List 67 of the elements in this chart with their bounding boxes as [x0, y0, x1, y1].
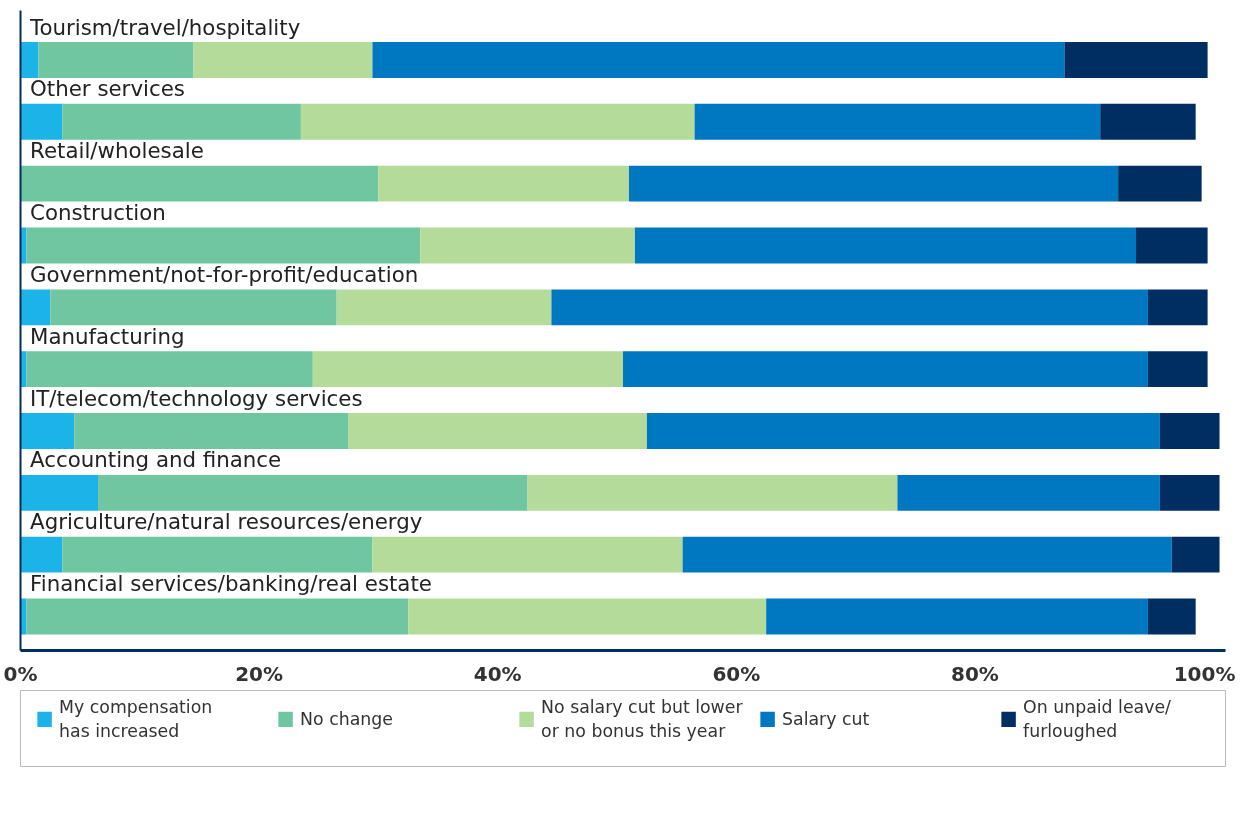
y-tick-label: IT/telecom/technology services [30, 385, 363, 411]
bar [20, 536, 63, 573]
bar [1159, 413, 1220, 449]
bar [634, 227, 1137, 264]
y-tick-label: Government/not-for-profit/education [30, 261, 419, 287]
y-tick-label: Agriculture/natural resources/energy [30, 509, 423, 535]
bar [1100, 103, 1196, 140]
y-tick-label: Tourism/travel/hospitality [29, 14, 301, 40]
bar [378, 165, 629, 202]
x-tick-label: 60% [712, 661, 761, 686]
bar [1147, 351, 1208, 388]
x-tick-label: 0% [3, 661, 38, 686]
x-tick-label: 40% [473, 661, 522, 686]
bar [62, 103, 301, 140]
bar [50, 289, 337, 326]
bar [20, 474, 99, 511]
bar [1171, 536, 1220, 573]
bar [312, 351, 623, 388]
legend-label: Salary cut [782, 709, 870, 730]
y-tick-label: Other services [30, 76, 185, 102]
bar [300, 103, 695, 140]
bar [20, 289, 51, 326]
bar [694, 103, 1101, 140]
bar [26, 598, 409, 635]
bar [551, 289, 1148, 326]
bar [348, 413, 647, 449]
bar [26, 227, 421, 264]
bar [336, 289, 552, 326]
legend-label: My compensation has increased [59, 697, 213, 742]
bar [193, 42, 373, 78]
bar [62, 536, 373, 573]
bar [1147, 598, 1196, 635]
bar [1064, 42, 1208, 78]
bar [372, 536, 683, 573]
y-tick-label: Manufacturing [30, 323, 185, 349]
bar [20, 413, 75, 449]
bar [38, 42, 194, 78]
bar [408, 598, 767, 635]
bar [20, 165, 379, 202]
legend-label: On unpaid leave/ furloughed [1023, 697, 1172, 742]
bar [1118, 165, 1202, 202]
bar [26, 351, 313, 388]
bar [682, 536, 1172, 573]
bar [527, 474, 898, 511]
y-tick-label: Financial services/banking/real estate [30, 571, 432, 597]
y-tick-label: Accounting and finance [30, 447, 282, 473]
bar [20, 42, 39, 78]
bar [628, 165, 1119, 202]
bar [646, 413, 1160, 449]
legend-label: No change [300, 709, 393, 730]
bar [74, 413, 349, 449]
bar [1159, 474, 1220, 511]
bar [623, 351, 1148, 388]
bar [766, 598, 1148, 635]
bar [98, 474, 528, 511]
x-tick-label: 80% [951, 661, 999, 686]
bar [897, 474, 1160, 511]
bar [420, 227, 635, 264]
legend-label: No salary cut but lower or no bonus this year [541, 697, 744, 742]
bar [20, 103, 63, 140]
bar [1147, 289, 1208, 326]
y-tick-label: Retail/wholesale [30, 138, 204, 164]
x-tick-label: 20% [235, 661, 284, 686]
y-tick-label: Construction [30, 200, 166, 226]
bar [1136, 227, 1208, 264]
x-tick-label: 100% [1173, 661, 1236, 686]
bar [372, 42, 1065, 78]
